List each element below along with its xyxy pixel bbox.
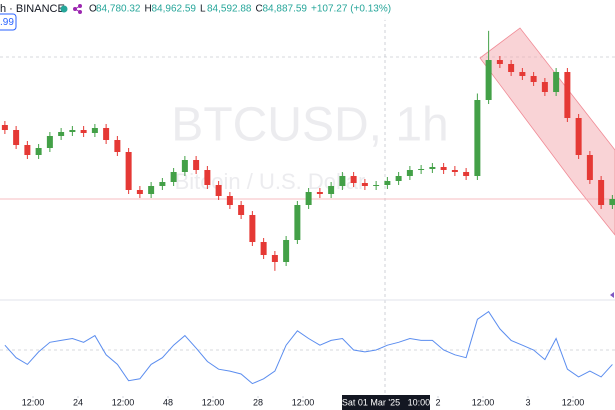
candle-body	[305, 192, 312, 205]
share-icon	[73, 4, 82, 14]
watermark-subtitle: Bitcoin / U.S. Dollar	[175, 169, 366, 194]
candle-body	[598, 180, 605, 205]
candle-body	[373, 185, 380, 186]
candle-body	[508, 64, 515, 72]
candle-body	[519, 72, 526, 76]
parallel-channel	[479, 27, 615, 236]
candle-body	[35, 148, 42, 155]
ohlc-value: 84,592.88	[207, 4, 252, 15]
ohlc-label: L	[200, 4, 206, 15]
candle-body	[238, 205, 245, 215]
candle-body	[485, 60, 492, 100]
ohlc-value: 84,887.59	[263, 4, 308, 15]
candle-body	[384, 181, 391, 185]
candle-body	[204, 170, 211, 185]
candle-body	[429, 167, 436, 169]
candle-body	[249, 215, 256, 242]
candle-body	[226, 196, 233, 205]
candle-body	[148, 186, 155, 194]
crosshair-label: Sat 01 Mar '25 10:00	[342, 397, 430, 407]
candle-body	[530, 76, 537, 82]
candle-body	[350, 176, 357, 183]
candle-body	[440, 167, 447, 170]
x-tick-label: 12:00	[202, 397, 225, 407]
x-tick-label: 2	[435, 397, 440, 407]
candle-body	[328, 186, 335, 194]
candle-body	[1, 125, 8, 130]
x-tick-label: 12:00	[472, 397, 495, 407]
candle-body	[586, 155, 593, 180]
candle-body	[564, 72, 571, 118]
candle-body	[463, 172, 470, 176]
candle-body	[13, 130, 20, 145]
candle-body	[58, 132, 65, 136]
plot: 12:00 24 12:00 48 12:00 28 12:00 2 12:00 3 12:00	[0, 30, 615, 407]
ohlc-value: 84,780.32	[96, 4, 141, 15]
candle-body	[69, 130, 76, 132]
crosshair-label-bg	[342, 395, 430, 410]
candle-body	[339, 176, 346, 186]
candle-body	[181, 160, 188, 172]
x-tick-label: 48	[163, 397, 173, 407]
candle-body	[541, 82, 548, 92]
ohlc: O 84,780.32 H 84,962.59 L 84,592.88 C 84,887.59…	[89, 4, 391, 15]
badge-text: .99	[0, 17, 14, 28]
candle-body	[553, 72, 560, 92]
candle-body	[159, 182, 166, 186]
indicator-line	[4, 310, 613, 385]
change: +107.27 (+0.13%)	[311, 4, 391, 15]
candle-body	[395, 176, 402, 181]
candle-body	[260, 242, 267, 255]
watermark-title: BTCUSD, 1h	[171, 99, 448, 152]
candle-body	[451, 170, 458, 172]
side-marker	[610, 292, 614, 298]
candle-body	[215, 185, 222, 196]
candle-body	[294, 205, 301, 240]
candle-body	[46, 136, 53, 148]
candle-body	[361, 183, 368, 186]
candle-body	[575, 118, 582, 155]
candle-body	[193, 160, 200, 170]
status-dot	[60, 5, 68, 13]
candle-body	[125, 152, 132, 190]
candle-body	[496, 60, 503, 64]
ohlc-label: C	[256, 4, 263, 15]
candle-body	[418, 169, 425, 170]
candle-body	[114, 140, 121, 152]
candle-body	[316, 192, 323, 194]
header-bg	[0, 0, 615, 20]
candle-body	[170, 172, 177, 182]
x-tick-label: 12:00	[292, 397, 315, 407]
candle-body	[609, 199, 615, 205]
x-tick-label: 3	[525, 397, 530, 407]
candle-body	[24, 145, 31, 155]
candle-body	[136, 190, 143, 194]
candle-body	[80, 130, 87, 133]
ohlc-label: H	[145, 4, 152, 15]
candle-body	[283, 240, 290, 262]
x-tick-label: 12:00	[112, 397, 135, 407]
candle-body	[91, 128, 98, 133]
x-tick-label: 28	[253, 397, 263, 407]
x-tick-label: 24	[73, 397, 83, 407]
x-tick-label: 12:00	[562, 397, 585, 407]
candle-body	[103, 128, 110, 140]
symbol: h · BINANCE	[0, 3, 65, 15]
candle-body	[271, 255, 278, 262]
ohlc-label: O	[89, 4, 97, 15]
candle-body	[474, 100, 481, 176]
x-tick-label: 12:00	[22, 397, 45, 407]
candle-body	[406, 170, 413, 176]
badge[interactable]	[0, 13, 17, 31]
ohlc-value: 84,962.59	[152, 4, 197, 15]
